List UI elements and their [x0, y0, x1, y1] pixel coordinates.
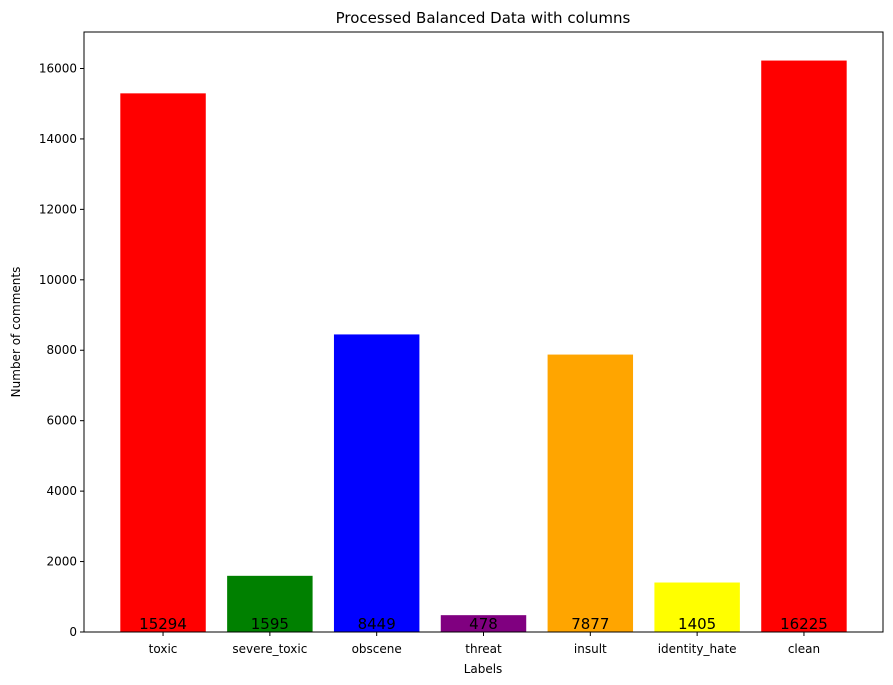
x-tick-label: toxic [149, 642, 178, 656]
y-tick-label: 6000 [46, 414, 77, 428]
data-label: 8449 [358, 615, 396, 633]
bar-threat [440, 615, 527, 632]
x-axis-ticks: toxic severe_toxic obscene threat insult iden… [149, 632, 820, 656]
bar-identity-hate [654, 582, 740, 632]
x-tick-label: identity_hate [658, 642, 737, 656]
y-tick-label: 8000 [46, 343, 77, 357]
bar-obscene [333, 334, 420, 632]
x-tick-label: severe_toxic [232, 642, 307, 656]
bar-toxic [120, 93, 206, 633]
data-label: 1405 [678, 615, 716, 633]
y-tick-label: 10000 [39, 273, 77, 287]
chart-title: Processed Balanced Data with columns [336, 9, 631, 27]
y-tick-label: 12000 [39, 202, 77, 216]
x-tick-label: insult [574, 642, 607, 656]
bar-severe-toxic [227, 575, 313, 632]
y-axis-ticks: 0 2000 4000 6000 8000 10000 12000 14000 16000 [39, 61, 84, 639]
y-tick-label: 16000 [39, 61, 77, 75]
x-tick-label: threat [465, 642, 502, 656]
x-tick-label: obscene [352, 642, 402, 656]
y-tick-label: 2000 [46, 555, 77, 569]
data-label: 7877 [571, 615, 609, 633]
bars-group [120, 60, 847, 633]
y-tick-label: 0 [69, 625, 77, 639]
y-axis-label: Number of comments [9, 267, 23, 398]
data-label: 16225 [780, 615, 828, 633]
y-tick-label: 14000 [39, 132, 77, 146]
data-labels-group: 15294 1595 8449 478 7877 1405 16225 [139, 615, 828, 633]
bar-insult [547, 354, 634, 632]
x-tick-label: clean [788, 642, 820, 656]
bar-clean [761, 60, 847, 632]
data-label: 15294 [139, 615, 187, 633]
data-label: 478 [469, 615, 498, 633]
y-tick-label: 4000 [46, 484, 77, 498]
plot-frame [83, 31, 884, 633]
data-label: 1595 [251, 615, 289, 633]
x-axis-label: Labels [464, 662, 503, 676]
